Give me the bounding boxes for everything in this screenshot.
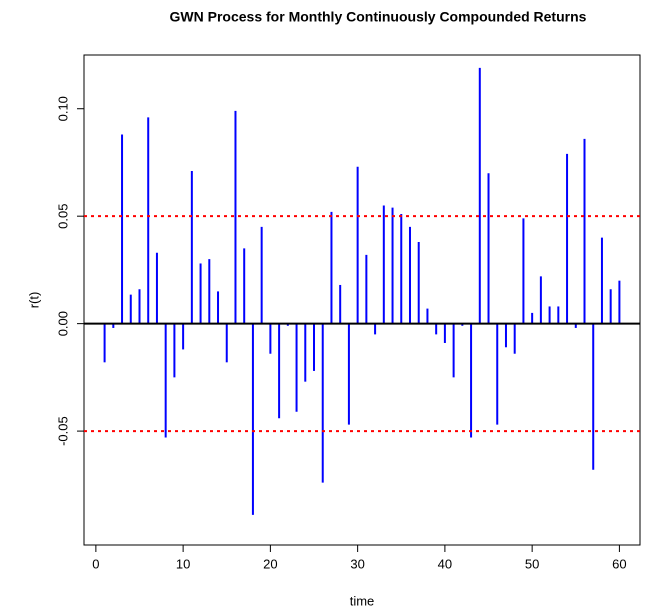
y-axis-label: r(t) — [26, 292, 41, 309]
plot-frame — [83, 54, 641, 546]
x-tick-label: 30 — [350, 556, 364, 571]
x-tick-label: 40 — [438, 556, 452, 571]
y-tick-label: 0.05 — [55, 204, 70, 229]
x-tick-label: 20 — [263, 556, 277, 571]
x-tick-label: 10 — [176, 556, 190, 571]
x-tick-label: 60 — [612, 556, 626, 571]
y-tick-label: 0.10 — [55, 96, 70, 121]
x-tick-label: 50 — [525, 556, 539, 571]
x-axis-label: time — [350, 593, 375, 608]
chart-title: GWN Process for Monthly Continuously Com… — [170, 9, 587, 25]
y-tick-label: 0.00 — [55, 311, 70, 336]
x-tick-label: 0 — [92, 556, 99, 571]
y-tick-label: -0.05 — [55, 416, 70, 446]
